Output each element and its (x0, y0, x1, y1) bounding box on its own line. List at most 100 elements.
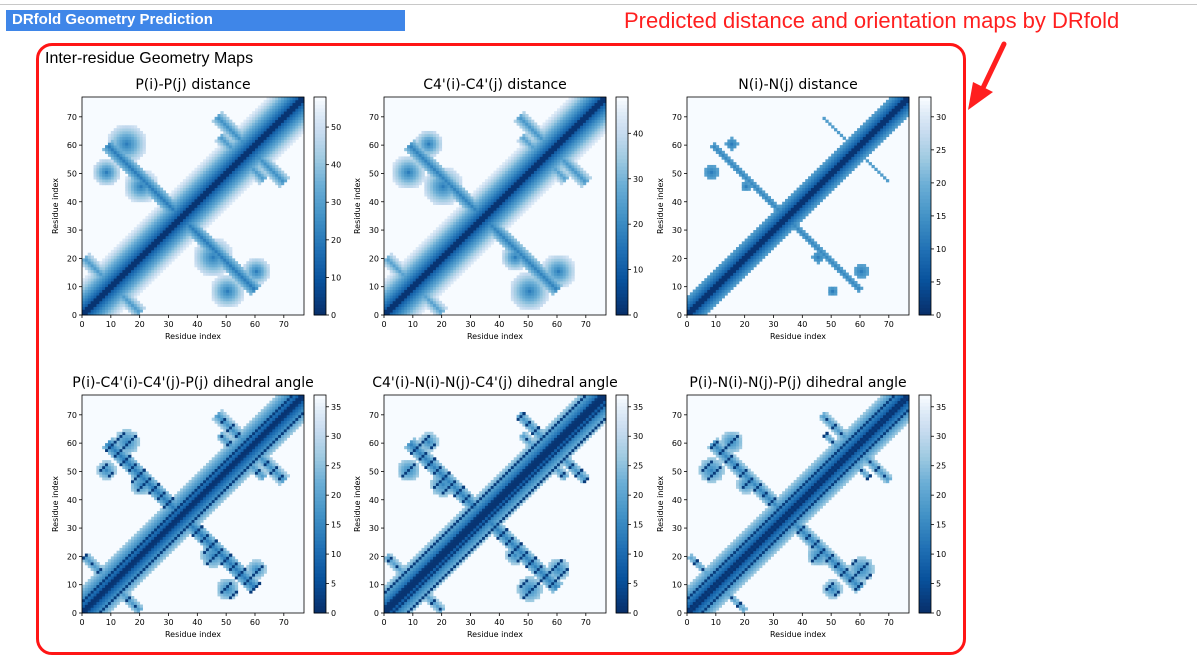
heatmap-cell (211, 213, 216, 217)
heatmap-cell (502, 201, 506, 205)
heatmap-cell (211, 283, 216, 288)
heatmap-cell (447, 249, 451, 254)
heatmap-cell (188, 176, 192, 180)
heatmap-cell (263, 116, 267, 121)
heatmap-cell (467, 207, 471, 211)
heatmap-cell (551, 261, 555, 265)
heatmap-cell (185, 232, 190, 237)
heatmap-cell (229, 252, 233, 256)
heatmap-cell (231, 130, 236, 135)
heatmap-cell (289, 102, 293, 106)
heatmap-cell (551, 181, 555, 186)
heatmap-cell (154, 213, 158, 217)
heatmap-cell (424, 238, 428, 242)
heatmap-cell (435, 167, 440, 172)
heatmap-cell (102, 159, 106, 163)
heatmap-cell (476, 241, 480, 245)
heatmap-cell (528, 204, 532, 208)
heatmap-cell (556, 150, 561, 155)
heatmap-cell (125, 130, 129, 135)
heatmap-cell (418, 252, 422, 256)
heatmap-cell (226, 133, 230, 138)
heatmap-cell (168, 252, 172, 256)
heatmap-cell (263, 261, 267, 265)
heatmap-cell (404, 309, 408, 313)
heatmap-cell (99, 164, 103, 169)
heatmap-cell (551, 176, 555, 180)
heatmap-cell (191, 230, 195, 234)
heatmap-cell (473, 244, 477, 248)
heatmap-cell (102, 147, 106, 152)
heatmap-cell (283, 130, 288, 135)
heatmap-cell (180, 213, 184, 217)
heatmap-cell (269, 102, 273, 106)
heatmap-cell (444, 272, 448, 276)
heatmap-cell (493, 230, 497, 234)
heatmap-cell (458, 232, 463, 237)
heatmap-cell (200, 269, 204, 273)
heatmap-cell (263, 275, 267, 279)
heatmap-cell (507, 218, 512, 222)
heatmap-cell (453, 179, 457, 183)
heatmap-cell (505, 255, 509, 259)
heatmap-cell (102, 272, 106, 276)
heatmap-cell (156, 255, 161, 259)
heatmap-cell (398, 164, 402, 169)
heatmap-cell (180, 230, 184, 234)
heatmap-cell (240, 266, 244, 271)
heatmap-cell (229, 133, 233, 138)
heatmap-cell (234, 295, 239, 299)
heatmap-cell (435, 227, 440, 231)
heatmap-cell (226, 204, 230, 208)
heatmap-cell (519, 210, 523, 214)
heatmap-cell (418, 249, 422, 254)
heatmap-cell (154, 181, 158, 186)
heatmap-cell (252, 159, 256, 163)
heatmap-cell (539, 281, 543, 285)
heatmap-cell (407, 303, 411, 307)
heatmap-cell (415, 156, 419, 160)
heatmap-cell (162, 218, 167, 222)
heatmap-cell (525, 153, 529, 157)
heatmap-cell (159, 215, 164, 220)
heatmap-cell (386, 312, 391, 316)
heatmap-cell (484, 238, 489, 242)
heatmap-cell (427, 300, 431, 305)
heatmap-cell (128, 269, 132, 273)
heatmap-cell (197, 167, 201, 172)
heatmap-cell (513, 258, 518, 262)
heatmap-cell (565, 153, 569, 157)
colorbar-step (314, 260, 326, 265)
heatmap-cell (260, 264, 265, 268)
heatmap-cell (269, 142, 273, 146)
heatmap-cell (223, 113, 227, 118)
heatmap-cell (90, 286, 94, 290)
heatmap-cell (131, 136, 135, 140)
heatmap-cell (269, 125, 273, 129)
heatmap-cell (116, 139, 120, 143)
heatmap-cell (102, 298, 106, 302)
heatmap-cell (456, 221, 460, 225)
heatmap-cell (441, 281, 445, 285)
heatmap-cell (430, 196, 434, 200)
heatmap-cell (133, 125, 138, 129)
heatmap-cell (194, 215, 198, 220)
heatmap-cell (211, 119, 216, 123)
heatmap-cell (482, 184, 486, 188)
heatmap-cell (430, 170, 434, 174)
heatmap-cell (234, 170, 239, 174)
heatmap-cell (133, 198, 138, 203)
heatmap-cell (240, 150, 244, 155)
heatmap-cell (229, 201, 233, 205)
heatmap-cell (139, 176, 143, 180)
heatmap-cell (470, 207, 474, 211)
heatmap-cell (240, 190, 244, 194)
heatmap-cell (528, 278, 532, 282)
heatmap-cell (398, 283, 402, 288)
heatmap-cell (260, 261, 265, 265)
heatmap-cell (519, 173, 523, 177)
heatmap-cell (484, 198, 489, 203)
heatmap-cell (266, 147, 270, 152)
heatmap-cell (447, 215, 451, 220)
heatmap-cell (467, 247, 471, 251)
